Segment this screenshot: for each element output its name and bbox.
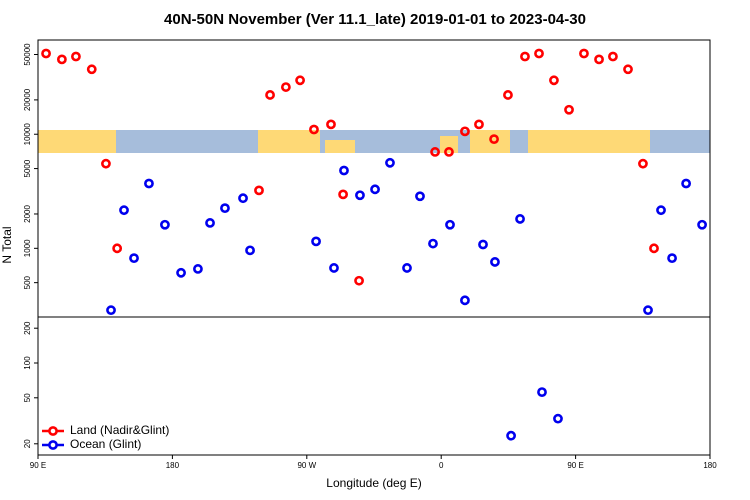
x-tick-label: 180 (703, 461, 717, 470)
point (490, 257, 500, 267)
point (594, 54, 604, 65)
x-tick-label: 90 E (30, 461, 46, 470)
x-tick-label: 0 (439, 461, 444, 470)
legend-label: Land (Nadir&Glint) (70, 423, 169, 437)
point (193, 264, 203, 274)
point (160, 219, 170, 230)
point (238, 193, 248, 204)
point (478, 239, 488, 250)
point (326, 119, 336, 130)
point (649, 243, 659, 254)
y-tick-label: 20000 (23, 88, 32, 111)
point (623, 64, 633, 75)
point (643, 305, 653, 316)
point (220, 203, 230, 214)
point (430, 147, 440, 157)
y-axis-label: N Total (0, 226, 14, 263)
point (144, 178, 154, 189)
point (428, 238, 438, 249)
y-tick-label: 50000 (23, 43, 32, 66)
point (520, 51, 530, 62)
point (338, 189, 348, 200)
x-axis-label: Longitude (deg E) (326, 476, 421, 490)
point (86, 64, 97, 75)
point (254, 185, 264, 196)
point (119, 205, 129, 216)
point (656, 205, 666, 216)
point (503, 90, 513, 100)
point (402, 263, 412, 273)
x-tick-label: 90 W (297, 461, 316, 470)
chart-title: 40N-50N November (Ver 11.1_late) 2019-01… (164, 11, 586, 28)
point (280, 82, 291, 92)
point (564, 104, 574, 115)
point (534, 48, 544, 59)
point (667, 253, 677, 264)
point (245, 245, 255, 256)
point (56, 54, 67, 65)
point (370, 184, 380, 195)
point (474, 119, 484, 130)
point (553, 413, 563, 424)
point (354, 275, 364, 286)
point (506, 430, 516, 441)
point (638, 158, 648, 169)
point (460, 295, 470, 306)
point (697, 219, 707, 230)
point (205, 218, 215, 228)
y-tick-label: 100 (23, 356, 32, 370)
y-tick-label: 20 (23, 439, 32, 448)
point (415, 191, 425, 202)
point (608, 51, 618, 62)
point (681, 178, 692, 189)
point (265, 90, 275, 100)
plot-frame (37, 39, 711, 318)
point (329, 263, 339, 273)
point (112, 243, 123, 254)
point (489, 134, 499, 145)
x-tick-label: 90 E (567, 461, 583, 470)
point (460, 126, 470, 137)
point (309, 124, 319, 135)
legend-marker (48, 440, 58, 450)
point (579, 48, 589, 59)
point (101, 158, 111, 169)
point (129, 253, 139, 264)
point (176, 267, 186, 278)
y-tick-label: 1000 (23, 239, 32, 257)
legend-marker (48, 426, 58, 436)
point (445, 219, 455, 230)
point (71, 51, 81, 62)
y-tick-label: 5000 (23, 159, 32, 177)
point (549, 75, 559, 86)
legend-label: Ocean (Glint) (70, 437, 141, 451)
point (106, 305, 116, 316)
point (41, 48, 51, 59)
point (295, 75, 305, 86)
point (444, 147, 454, 157)
point (537, 387, 547, 398)
point (355, 190, 365, 201)
map-strip (38, 130, 710, 153)
point (385, 157, 395, 168)
y-tick-label: 500 (23, 275, 32, 289)
y-tick-label: 50 (23, 393, 32, 402)
y-tick-label: 10000 (23, 123, 32, 146)
point (339, 165, 349, 176)
plot-frame (37, 316, 711, 456)
point (311, 236, 321, 247)
x-tick-label: 180 (166, 461, 180, 470)
y-tick-label: 2000 (23, 205, 32, 223)
y-tick-label: 200 (23, 321, 32, 335)
point (515, 214, 525, 224)
